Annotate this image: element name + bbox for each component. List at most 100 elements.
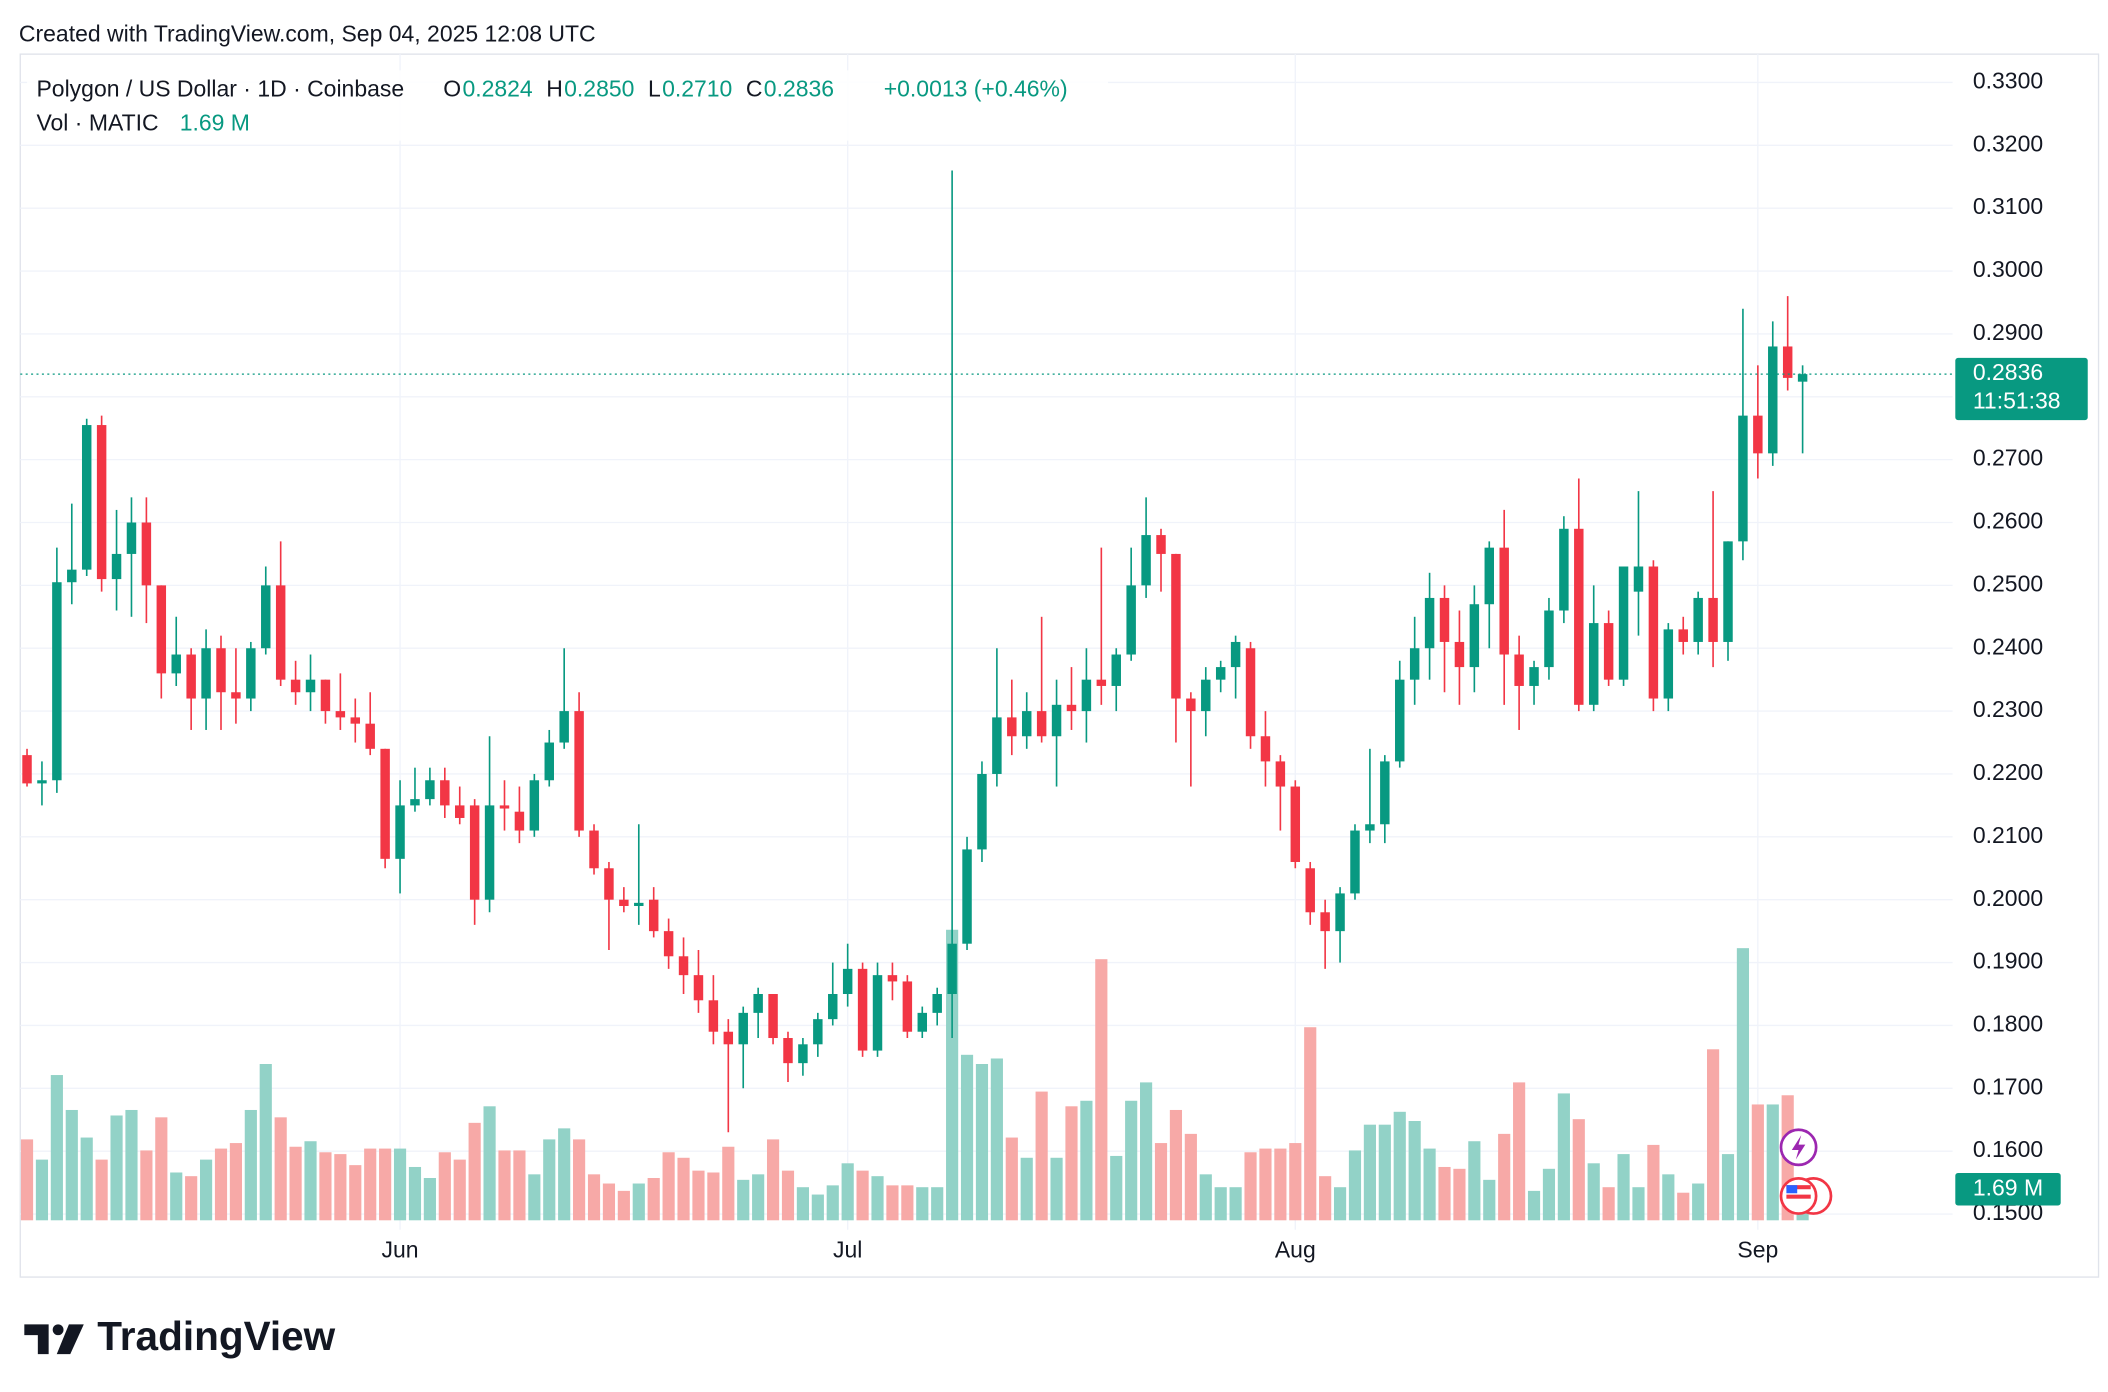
volume-bar	[1587, 1163, 1600, 1221]
volume-bar	[1140, 1082, 1153, 1221]
volume-bar	[1542, 1168, 1556, 1221]
candle-body	[1559, 528, 1569, 611]
volume-bar	[1289, 1143, 1302, 1221]
candle-body	[1753, 415, 1763, 454]
volume-bar	[752, 1174, 765, 1221]
volume-bar	[438, 1152, 451, 1221]
candle-body	[514, 811, 525, 831]
y-tick-label: 0.1800	[1973, 1011, 2043, 1037]
candle-body	[261, 585, 271, 649]
candle-body	[1603, 623, 1614, 680]
lightning-icon	[1791, 1135, 1806, 1160]
candle-body	[1036, 711, 1047, 737]
candle-body	[857, 968, 868, 1051]
candle-body	[828, 994, 838, 1020]
candle-body	[350, 717, 361, 724]
volume-bar	[1244, 1152, 1257, 1221]
volume-bar	[543, 1139, 556, 1221]
candle-body	[693, 975, 704, 1001]
volume-bar	[1020, 1157, 1033, 1221]
candle-body	[738, 1012, 748, 1045]
candle-body	[1126, 585, 1136, 655]
candle-body	[917, 1012, 928, 1032]
volume-bar	[1557, 1093, 1570, 1221]
volume-bar	[1498, 1133, 1511, 1221]
candle-body	[469, 805, 480, 900]
candle-body	[320, 679, 331, 712]
volume-bar	[617, 1190, 630, 1221]
candle-body	[1768, 346, 1778, 454]
candle-body	[947, 943, 957, 995]
volume-bar	[110, 1115, 123, 1221]
candle-body	[126, 522, 137, 554]
candle-body	[887, 975, 898, 982]
candle-body	[1021, 711, 1032, 737]
volume-bar	[393, 1148, 407, 1221]
candle-body	[1350, 830, 1360, 894]
candle-body	[365, 723, 375, 749]
volume-bar	[379, 1148, 392, 1221]
candle-body	[1081, 679, 1092, 712]
candle-body	[783, 1038, 793, 1064]
candle-body	[977, 773, 987, 850]
volume-bar	[20, 1139, 34, 1221]
candle-body	[663, 931, 674, 957]
candle-body	[499, 805, 510, 809]
candle-body	[619, 899, 629, 906]
volume-bar	[916, 1187, 929, 1221]
volume-tag-label: 1.69 M	[1973, 1174, 2043, 1200]
volume-bar	[573, 1139, 586, 1221]
volume-bar	[1333, 1187, 1347, 1221]
candle-body	[723, 1031, 734, 1045]
y-tick-label: 0.2100	[1973, 822, 2043, 848]
candle-body	[1424, 597, 1435, 649]
volume-bar	[1707, 1049, 1720, 1221]
candle-body	[22, 755, 32, 784]
candle-body	[1782, 346, 1793, 378]
ohlc-value: 0.2710	[662, 76, 732, 102]
ohlc-label: C	[746, 76, 763, 102]
candle-body	[275, 585, 286, 680]
candle-body	[1454, 641, 1465, 668]
legend-header: Polygon / US Dollar · 1D · Coinbase +0.0…	[27, 70, 1109, 141]
candle-body	[1260, 736, 1271, 762]
candle-body	[1141, 535, 1151, 586]
volume-bar	[707, 1172, 720, 1221]
x-tick-label: Sep	[1737, 1236, 1778, 1262]
volume-bar	[1184, 1133, 1197, 1221]
logo-mark	[24, 1324, 49, 1355]
volume-bar	[1065, 1106, 1078, 1221]
volume-bar	[975, 1064, 989, 1221]
volume-bar	[1692, 1183, 1705, 1221]
candle-body	[1201, 679, 1211, 712]
volume-bar	[632, 1183, 645, 1221]
y-tick-label: 0.2500	[1973, 570, 2043, 596]
candle-body	[1678, 629, 1688, 642]
candle-body	[1186, 698, 1196, 712]
volume-bar	[1214, 1187, 1227, 1221]
candle-body	[67, 569, 77, 583]
volume-bar	[692, 1170, 705, 1221]
volume-bar	[229, 1143, 242, 1221]
candle-body	[529, 780, 540, 831]
volume-bar	[737, 1179, 750, 1221]
countdown: 11:51:38	[1973, 388, 2061, 414]
candle-body	[1305, 868, 1315, 913]
candle-body	[1633, 566, 1644, 592]
candle-body	[425, 780, 435, 800]
candle-body	[1723, 541, 1733, 642]
volume-value: 1.69 M	[180, 109, 250, 135]
candle-body	[1797, 374, 1808, 382]
volume-bar	[289, 1146, 302, 1221]
candle-body	[604, 868, 614, 900]
candle-body	[335, 711, 346, 718]
volume-bar	[468, 1122, 481, 1221]
volume-bar	[1259, 1148, 1272, 1221]
ohlc-label: H	[546, 76, 563, 102]
volume-bar	[1304, 1027, 1317, 1221]
volume-bar	[856, 1170, 869, 1221]
candle-body	[1738, 415, 1748, 542]
volume-bar	[1721, 1154, 1735, 1221]
volume-bar	[95, 1159, 108, 1221]
